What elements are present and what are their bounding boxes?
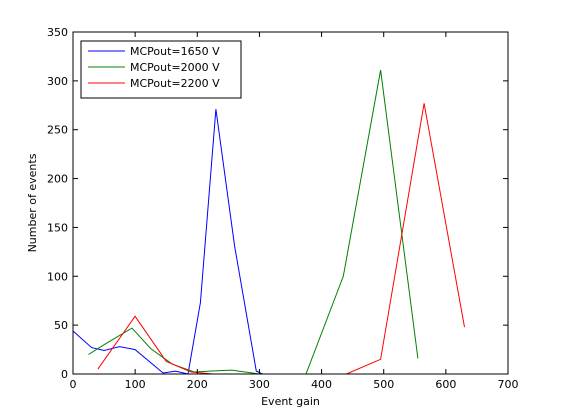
axes-frame: [72, 31, 509, 375]
y-axis-label: Number of events: [26, 153, 39, 252]
x-tick-label: 100: [125, 378, 146, 391]
x-axis-label: Event gain: [261, 395, 320, 408]
x-tick-label: 300: [249, 378, 270, 391]
y-tick-label: 0: [61, 368, 68, 381]
x-tick-label: 400: [311, 378, 332, 391]
x-tick-label: 0: [70, 378, 77, 391]
y-tick-label: 50: [54, 319, 68, 332]
y-tick-label: 200: [47, 173, 68, 186]
y-tick-label: 300: [47, 75, 68, 88]
x-tick-label: 200: [187, 378, 208, 391]
y-tick-label: 150: [47, 221, 68, 234]
legend-label-2: MCPout=2000 V: [130, 61, 220, 74]
y-tick-label: 250: [47, 124, 68, 137]
legend-label-3: MCPout=2200 V: [130, 77, 220, 90]
tick-layer: 0 100 200 300 400 500 600 700 0 50 100 150 200 250 300…: [47, 26, 519, 391]
y-tick-label: 100: [47, 270, 68, 283]
x-tick-label: 500: [373, 378, 394, 391]
x-tick-label: 700: [498, 378, 519, 391]
x-tick-label: 600: [435, 378, 456, 391]
series-line-1: [72, 109, 263, 375]
y-tick-label: 350: [47, 26, 68, 39]
legend: MCPout=1650 V MCPout=2000 V MCPout=2200 V: [80, 40, 242, 99]
legend-label-1: MCPout=1650 V: [130, 45, 220, 58]
series-line-2: [88, 70, 419, 375]
